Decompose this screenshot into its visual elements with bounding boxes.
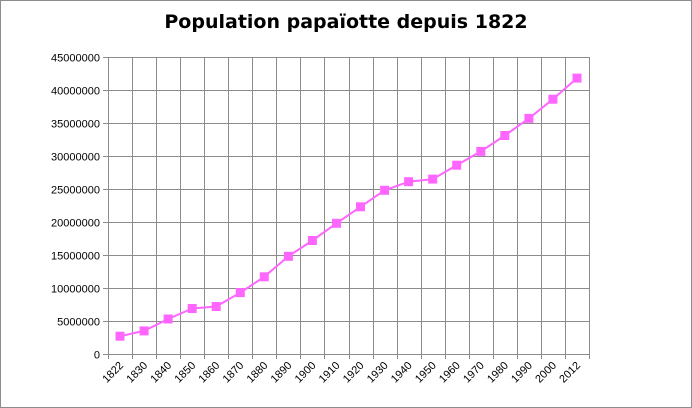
x-tick-label: 1950: [413, 360, 439, 386]
data-point-marker: [332, 218, 341, 228]
data-point-marker: [404, 177, 414, 187]
data-point-marker: [115, 331, 125, 341]
y-tick-label: 25000000: [51, 185, 100, 197]
data-point-marker: [500, 131, 510, 140]
series-line: [119, 77, 578, 338]
y-tick-label: 0: [94, 350, 100, 362]
data-point-marker: [283, 251, 293, 261]
x-tick-label: 1910: [317, 360, 343, 386]
y-tick-label: 20000000: [51, 218, 100, 230]
data-point-marker: [380, 185, 390, 195]
data-point-marker: [235, 288, 245, 298]
data-point-marker: [428, 174, 438, 184]
y-tick-label: 45000000: [51, 53, 100, 65]
x-tick-label: 1900: [293, 360, 319, 386]
y-tick-label: 15000000: [51, 251, 100, 263]
x-tick-label: 1930: [365, 360, 391, 386]
y-tick-label: 10000000: [51, 284, 100, 296]
chart-title: Population papaïotte depuis 1822: [164, 11, 528, 33]
x-tick-label: 1980: [485, 360, 511, 386]
data-point-marker: [356, 202, 365, 212]
x-tick-label: 1970: [461, 360, 487, 386]
data-point-marker: [476, 146, 486, 156]
x-tick-label: 1840: [148, 360, 174, 386]
data-point-marker: [259, 272, 269, 282]
y-tick-label: 40000000: [51, 86, 100, 98]
y-tick-label: 30000000: [51, 152, 100, 164]
series-line-path: [119, 77, 578, 338]
data-point-marker: [524, 113, 534, 123]
x-tick-label: 1990: [509, 360, 535, 386]
x-tick-labels: 1822183018401850186018701880189019001910…: [100, 360, 583, 386]
x-tick-label: 1860: [197, 360, 223, 386]
data-point-marker: [163, 314, 173, 324]
data-point-marker: [548, 94, 558, 104]
x-tick-label: 1940: [389, 360, 415, 386]
data-point-marker: [211, 302, 221, 311]
axes: [103, 57, 590, 359]
x-tick-label: 2000: [533, 360, 559, 386]
y-tick-label: 35000000: [51, 119, 100, 131]
data-point-marker: [307, 236, 317, 245]
x-tick-label: 1920: [341, 360, 367, 386]
y-tick-labels: 0 5000000 10000000 15000000 20000000 25000000…: [51, 53, 100, 362]
gridlines: [108, 57, 590, 354]
x-tick-label: 1960: [437, 360, 463, 386]
data-point-marker: [187, 304, 197, 313]
x-tick-label: 1850: [172, 360, 198, 386]
x-tick-label: 1890: [269, 360, 295, 386]
data-point-marker: [572, 73, 582, 83]
data-point-marker: [139, 326, 149, 336]
data-point-marker: [452, 160, 462, 170]
x-tick-label: 1822: [100, 360, 126, 386]
x-tick-label: 1880: [245, 360, 271, 386]
x-tick-label: 1870: [221, 360, 247, 386]
data-markers: [115, 73, 582, 341]
y-tick-label: 5000000: [57, 317, 100, 329]
x-tick-label: 2012: [557, 360, 583, 386]
x-tick-label: 1830: [124, 360, 150, 386]
